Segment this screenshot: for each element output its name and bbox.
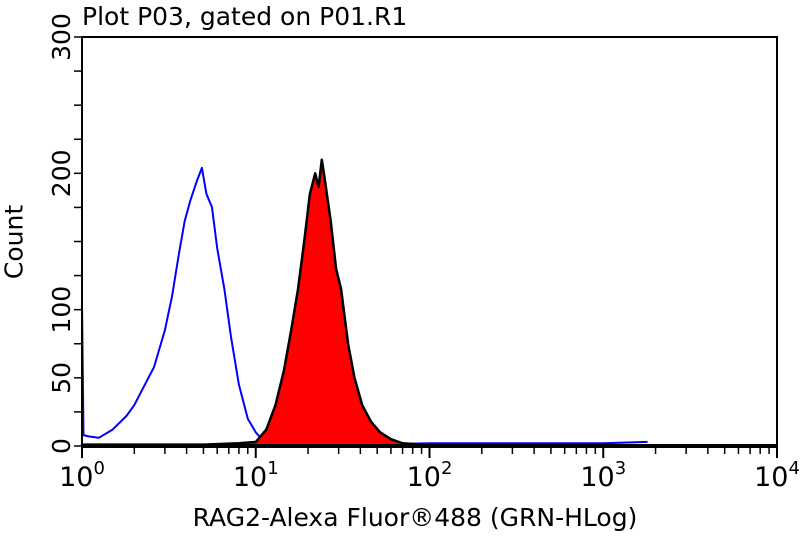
x-tick-label: 103 [580, 458, 626, 493]
y-tick-label: 50 [47, 362, 76, 394]
chart-title: Plot P03, gated on P01.R1 [82, 2, 408, 31]
x-axis-label: RAG2-Alexa Fluor®488 (GRN-HLog) [192, 503, 638, 532]
y-tick-label: 100 [47, 286, 76, 334]
plot-frame [81, 36, 778, 447]
y-tick-label: 200 [47, 149, 76, 197]
y-tick-label: 300 [47, 13, 76, 61]
x-tick-label: 102 [407, 458, 453, 493]
y-tick-label: 0 [47, 438, 76, 454]
x-tick-label: 101 [233, 458, 279, 493]
x-tick-label: 100 [59, 458, 105, 493]
x-tick-label: 104 [754, 458, 800, 493]
series-0-line [81, 166, 648, 447]
series-1-filled-area [80, 158, 423, 448]
